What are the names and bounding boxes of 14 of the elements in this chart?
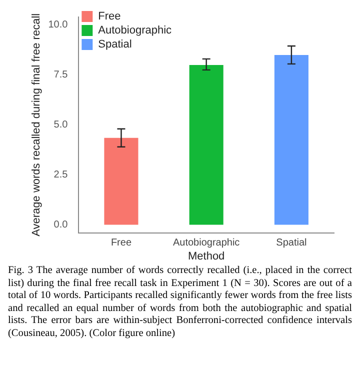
y-tick-label: 7.5 <box>54 70 68 81</box>
legend-label: Autobiographic <box>98 24 172 37</box>
y-tick-label: 5.0 <box>54 120 68 131</box>
x-tick-label: Free <box>110 238 132 249</box>
y-axis-title: Average words recalled during final free recall <box>30 13 43 236</box>
y-tick-label: 10.0 <box>48 20 68 31</box>
x-tick-label: Spatial <box>276 238 307 249</box>
caption: Fig. 3 The average number of words correctly recalled (i.e., placed in the correct list) during the final free recall task in Experiment 1 (N = 30). Scores are out of a total of 10 words. Participants recalled significantly fewer words from the free lists and recalled an equal number of words from both the autobiographic and spatial lists. The error bars are within-subject Bonferroni-corrected confidence intervals (Cousineau, 2005). (Color figure online) <box>8 265 352 340</box>
y-tick-label: 2.5 <box>54 170 68 181</box>
x-tick-label: Autobiographic <box>172 238 240 249</box>
x-axis-title: Method <box>188 250 225 262</box>
legend-label: Spatial <box>98 38 132 51</box>
y-tick-label: 0.0 <box>54 220 68 231</box>
legend-label: Free <box>98 10 121 23</box>
